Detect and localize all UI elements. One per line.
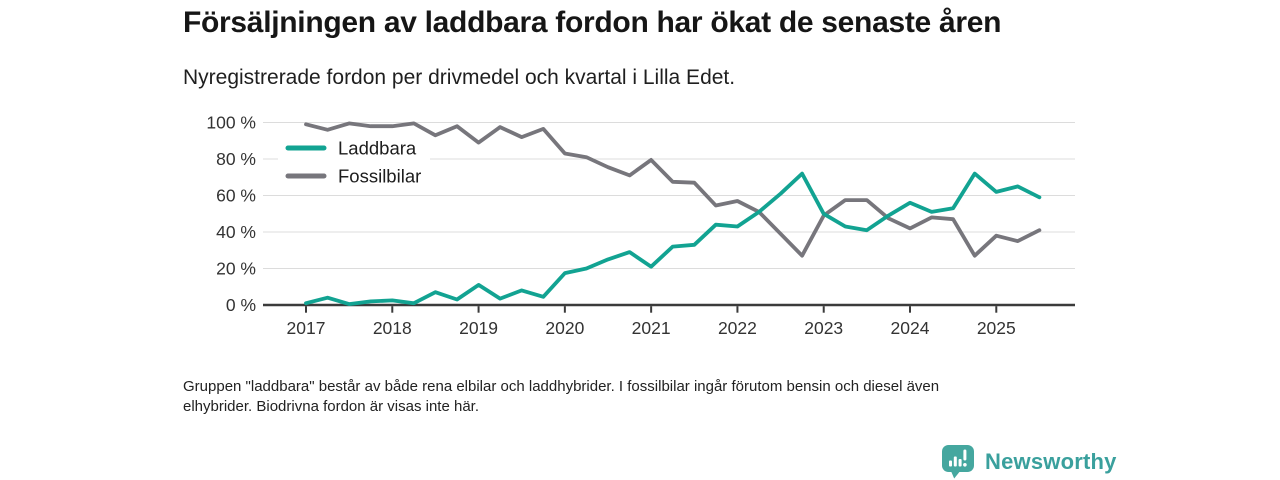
y-axis-label: 60 % (216, 186, 256, 206)
footnote-line: elhybrider. Biodrivna fordon är visas in… (183, 397, 479, 415)
x-axis-label: 2024 (891, 318, 930, 338)
newsworthy-logo: Newsworthy (941, 444, 1117, 479)
legend-backdrop (278, 132, 430, 192)
y-axis-label: 100 % (206, 113, 256, 133)
x-axis-label: 2018 (373, 318, 412, 338)
x-axis-label: 2017 (287, 318, 326, 338)
y-axis-label: 0 % (226, 295, 256, 315)
newsworthy-bars-icon (942, 445, 974, 479)
x-axis-label: 2019 (459, 318, 498, 338)
series-line-laddbara (304, 171, 1042, 306)
footnote-line: Gruppen "laddbara" består av både rena e… (183, 378, 940, 395)
y-axis-label: 80 % (216, 149, 256, 169)
logo-bar-glyphs (949, 449, 967, 467)
chart-title: Försäljningen av laddbara fordon har öka… (183, 6, 1002, 39)
chart-subtitle: Nyregistrerade fordon per drivmedel och … (183, 66, 736, 89)
newsworthy-logo-text: Newsworthy (985, 448, 1117, 474)
series-line-fossilbilar (304, 121, 1042, 258)
x-axis-label: 2023 (804, 318, 843, 338)
y-axis-label: 20 % (216, 259, 256, 279)
legend-label-laddbara: Laddbara (338, 138, 417, 159)
logo-bubble (942, 445, 974, 479)
x-axis-label: 2025 (977, 318, 1016, 338)
chart-footnote: Gruppen "laddbara" består av både rena e… (183, 377, 939, 416)
x-axis-label: 2021 (632, 318, 671, 338)
y-axis-label: 40 % (216, 222, 256, 242)
x-axis-label: 2020 (545, 318, 584, 338)
legend-label-fossilbilar: Fossilbilar (338, 166, 421, 187)
x-axis-label: 2022 (718, 318, 757, 338)
